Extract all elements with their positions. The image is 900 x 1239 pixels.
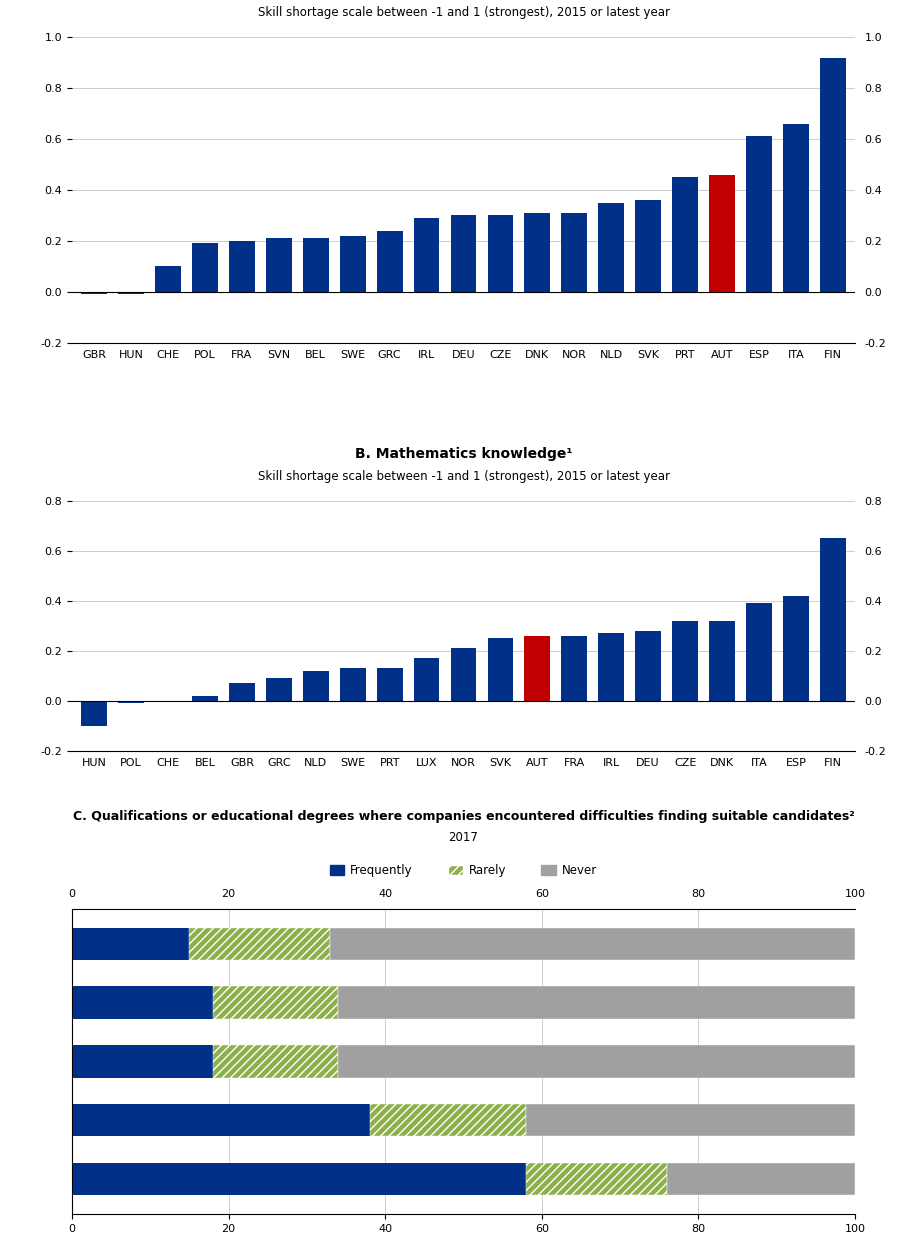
Bar bbox=[72, 1162, 526, 1196]
Bar bbox=[192, 696, 218, 701]
Bar bbox=[370, 1104, 526, 1136]
Bar bbox=[72, 986, 213, 1018]
Bar bbox=[302, 670, 328, 701]
Bar bbox=[338, 986, 855, 1018]
Bar bbox=[189, 928, 330, 960]
Bar bbox=[562, 213, 587, 292]
Bar bbox=[229, 240, 255, 292]
Bar bbox=[709, 621, 735, 701]
Bar bbox=[598, 203, 625, 292]
Text: Skill shortage scale between -1 and 1 (strongest), 2015 or latest year: Skill shortage scale between -1 and 1 (s… bbox=[257, 470, 670, 483]
Bar bbox=[81, 292, 107, 295]
Bar bbox=[81, 701, 107, 726]
Bar bbox=[820, 538, 846, 701]
Bar bbox=[229, 683, 255, 701]
Bar bbox=[451, 648, 476, 701]
Bar bbox=[635, 201, 662, 292]
Bar bbox=[526, 1162, 667, 1196]
Bar bbox=[192, 243, 218, 292]
Bar bbox=[746, 603, 772, 701]
Bar bbox=[340, 668, 365, 701]
Bar bbox=[746, 136, 772, 292]
Bar bbox=[488, 216, 513, 292]
Bar bbox=[414, 658, 439, 701]
Bar bbox=[302, 238, 328, 292]
Bar bbox=[377, 668, 402, 701]
Bar bbox=[72, 928, 189, 960]
Bar bbox=[525, 636, 550, 701]
Text: Skill shortage scale between -1 and 1 (strongest), 2015 or latest year: Skill shortage scale between -1 and 1 (s… bbox=[257, 6, 670, 19]
Bar bbox=[377, 230, 402, 292]
Bar bbox=[213, 1046, 338, 1078]
Bar bbox=[72, 1104, 370, 1136]
Bar bbox=[598, 633, 625, 701]
Bar bbox=[118, 701, 144, 704]
Bar bbox=[155, 266, 181, 292]
Text: 2017: 2017 bbox=[448, 831, 479, 845]
Bar bbox=[118, 292, 144, 295]
Bar bbox=[266, 238, 292, 292]
Bar bbox=[783, 596, 809, 701]
Bar bbox=[635, 631, 662, 701]
Text: B. Mathematics knowledge¹: B. Mathematics knowledge¹ bbox=[355, 447, 572, 461]
Bar bbox=[330, 928, 855, 960]
Bar bbox=[667, 1162, 855, 1196]
Bar bbox=[488, 638, 513, 701]
Bar bbox=[562, 636, 587, 701]
Text: C. Qualifications or educational degrees where companies encountered difficultie: C. Qualifications or educational degrees… bbox=[73, 810, 854, 823]
Bar bbox=[672, 177, 698, 292]
Bar bbox=[525, 213, 550, 292]
Bar bbox=[820, 57, 846, 292]
Bar bbox=[526, 1104, 855, 1136]
Bar bbox=[783, 124, 809, 292]
Bar bbox=[414, 218, 439, 292]
Bar bbox=[213, 986, 338, 1018]
Bar bbox=[72, 1046, 213, 1078]
Bar bbox=[340, 235, 365, 292]
Bar bbox=[672, 621, 698, 701]
Bar bbox=[709, 175, 735, 292]
Bar bbox=[266, 678, 292, 701]
Bar bbox=[338, 1046, 855, 1078]
Legend: Frequently, Rarely, Never: Frequently, Rarely, Never bbox=[326, 860, 601, 882]
Bar bbox=[451, 216, 476, 292]
